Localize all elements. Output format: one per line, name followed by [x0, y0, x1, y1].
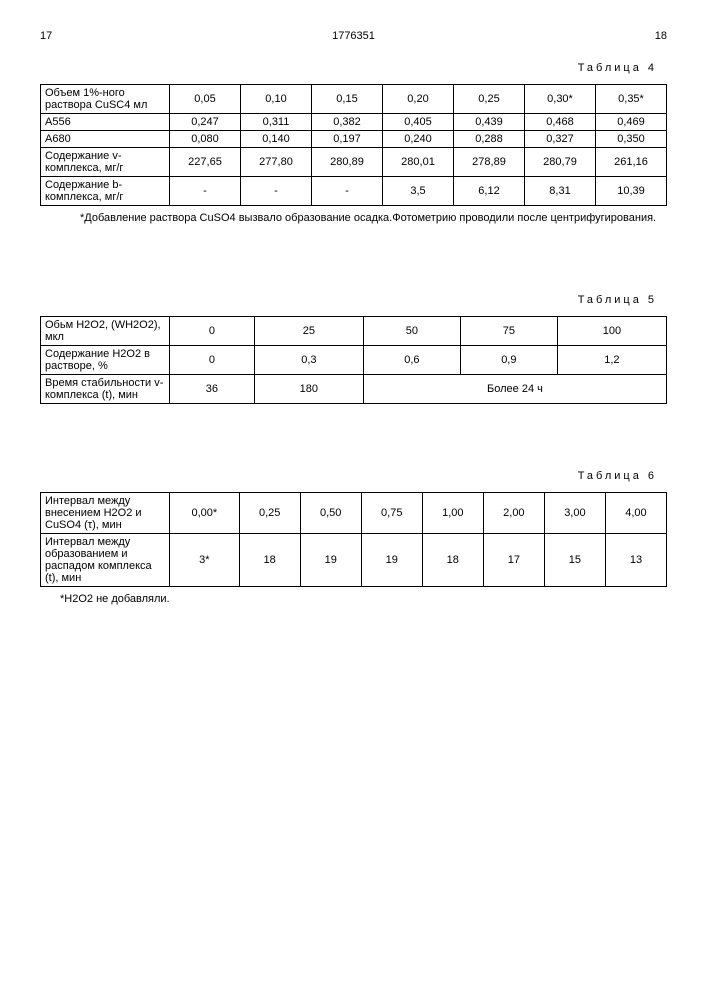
table6-footnote: *H2O2 не добавляли.	[60, 593, 667, 605]
cell: 0,35*	[596, 85, 667, 114]
cell: 261,16	[596, 148, 667, 177]
row-header: Интервал между образованием и распадом к…	[41, 534, 170, 587]
cell: 1,2	[557, 346, 666, 375]
cell: 100	[557, 317, 666, 346]
cell: 0,00*	[170, 493, 240, 534]
cell: 0,288	[454, 131, 525, 148]
cell: 0,405	[383, 114, 454, 131]
page-header: 17 1776351 18	[40, 30, 667, 42]
row-header: A556	[41, 114, 170, 131]
table5-label: Таблица 5	[40, 294, 657, 306]
cell: 0,25	[454, 85, 525, 114]
cell: 0,20	[383, 85, 454, 114]
cell: 0,382	[312, 114, 383, 131]
cell: 75	[460, 317, 557, 346]
cell: 25	[254, 317, 363, 346]
cell: 0	[170, 346, 255, 375]
cell: 0,10	[241, 85, 312, 114]
cell: 19	[300, 534, 361, 587]
table-row: A6800,0800,1400,1970,2400,2880,3270,350	[41, 131, 667, 148]
cell: 0,247	[170, 114, 241, 131]
table-row: Время стабильности v-комплекса (t), мин3…	[41, 375, 667, 404]
cell: 0,30*	[525, 85, 596, 114]
cell: 36	[170, 375, 255, 404]
table-row: Содержание v-комплекса, мг/г227,65277,80…	[41, 148, 667, 177]
table-row: Объем 1%-ного раствора CuSC4 мл0,050,100…	[41, 85, 667, 114]
cell: 0,080	[170, 131, 241, 148]
cell: 0,468	[525, 114, 596, 131]
cell: 8,31	[525, 177, 596, 206]
cell: 0,75	[361, 493, 422, 534]
cell: 10,39	[596, 177, 667, 206]
cell: 0,15	[312, 85, 383, 114]
cell: 0,140	[241, 131, 312, 148]
table4-label: Таблица 4	[40, 62, 657, 74]
cell: 0,3	[254, 346, 363, 375]
cell: 17	[483, 534, 544, 587]
table6: Интервал между внесением H2O2 и CuSO4 (τ…	[40, 492, 667, 587]
cell: 3*	[170, 534, 240, 587]
cell-merged: Более 24 ч	[363, 375, 666, 404]
cell: 19	[361, 534, 422, 587]
cell: -	[170, 177, 241, 206]
cell: 278,89	[454, 148, 525, 177]
cell: 3,5	[383, 177, 454, 206]
cell: 0,311	[241, 114, 312, 131]
cell: 0,6	[363, 346, 460, 375]
cell: 0,327	[525, 131, 596, 148]
table-row: Обьм H2O2, (WH2O2), мкл0255075100	[41, 317, 667, 346]
cell: 280,01	[383, 148, 454, 177]
page-right: 18	[655, 30, 667, 42]
cell: 180	[254, 375, 363, 404]
table5: Обьм H2O2, (WH2O2), мкл0255075100Содержа…	[40, 316, 667, 404]
cell: 0,9	[460, 346, 557, 375]
row-header: Обьм H2O2, (WH2O2), мкл	[41, 317, 170, 346]
cell: 18	[239, 534, 300, 587]
cell: 1,00	[422, 493, 483, 534]
cell: -	[241, 177, 312, 206]
cell: 0,05	[170, 85, 241, 114]
cell: 227,65	[170, 148, 241, 177]
cell: 0,439	[454, 114, 525, 131]
cell: 277,80	[241, 148, 312, 177]
doc-number: 1776351	[332, 30, 375, 42]
row-header: Содержание H2O2 в растворе, %	[41, 346, 170, 375]
row-header: A680	[41, 131, 170, 148]
cell: -	[312, 177, 383, 206]
cell: 15	[544, 534, 605, 587]
cell: 3,00	[544, 493, 605, 534]
cell: 0,350	[596, 131, 667, 148]
cell: 0	[170, 317, 255, 346]
cell: 13	[605, 534, 666, 587]
row-header: Интервал между внесением H2O2 и CuSO4 (τ…	[41, 493, 170, 534]
cell: 0,469	[596, 114, 667, 131]
cell: 2,00	[483, 493, 544, 534]
cell: 0,50	[300, 493, 361, 534]
cell: 6,12	[454, 177, 525, 206]
cell: 18	[422, 534, 483, 587]
cell: 0,197	[312, 131, 383, 148]
table-row: Интервал между внесением H2O2 и CuSO4 (τ…	[41, 493, 667, 534]
page-left: 17	[40, 30, 52, 42]
table6-label: Таблица 6	[40, 470, 657, 482]
table4: Объем 1%-ного раствора CuSC4 мл0,050,100…	[40, 84, 667, 206]
row-header: Содержание b-комплекса, мг/г	[41, 177, 170, 206]
cell: 50	[363, 317, 460, 346]
row-header: Объем 1%-ного раствора CuSC4 мл	[41, 85, 170, 114]
cell: 4,00	[605, 493, 666, 534]
cell: 0,240	[383, 131, 454, 148]
table-row: Интервал между образованием и распадом к…	[41, 534, 667, 587]
row-header: Время стабильности v-комплекса (t), мин	[41, 375, 170, 404]
table-row: A5560,2470,3110,3820,4050,4390,4680,469	[41, 114, 667, 131]
table-row: Содержание b-комплекса, мг/г---3,56,128,…	[41, 177, 667, 206]
table4-footnote: *Добавление раствора CuSO4 вызвало образ…	[60, 212, 667, 224]
row-header: Содержание v-комплекса, мг/г	[41, 148, 170, 177]
table-row: Содержание H2O2 в растворе, %00,30,60,91…	[41, 346, 667, 375]
cell: 0,25	[239, 493, 300, 534]
cell: 280,89	[312, 148, 383, 177]
cell: 280,79	[525, 148, 596, 177]
